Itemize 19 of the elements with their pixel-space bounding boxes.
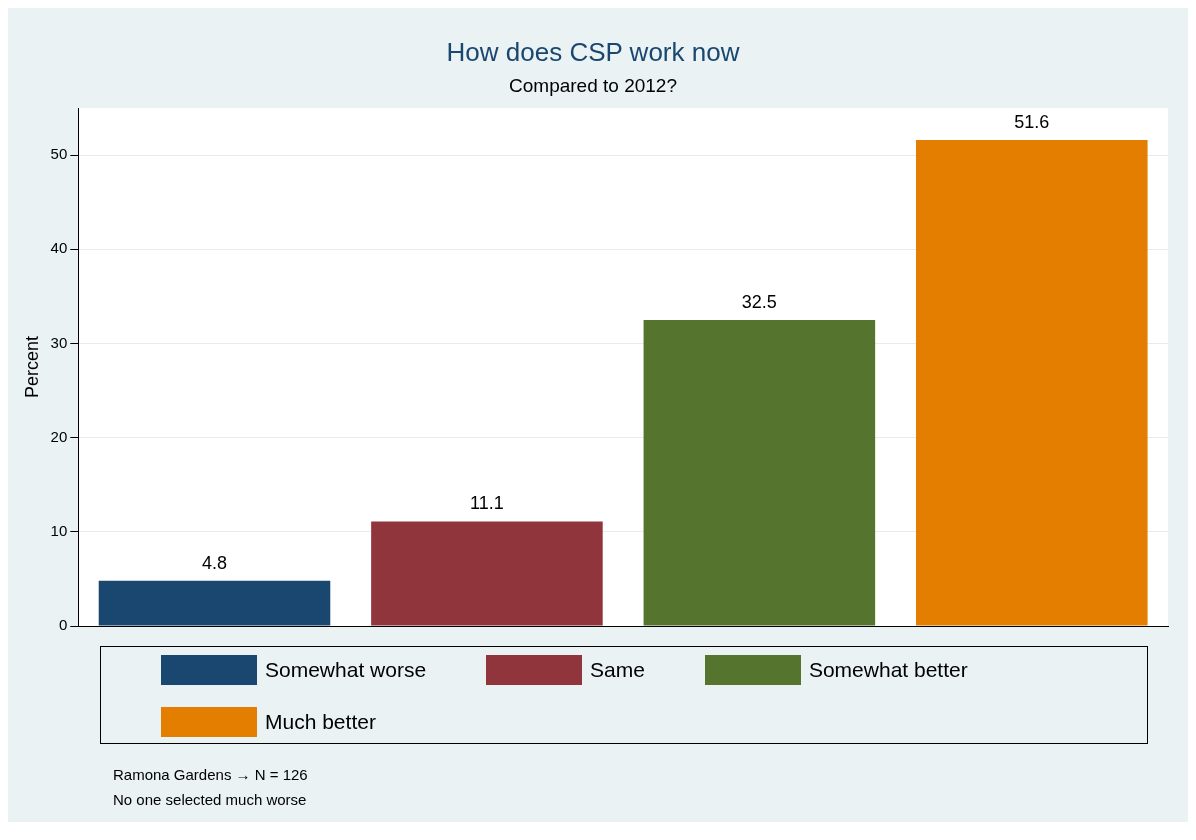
y-tick-label: 0 [58, 616, 68, 634]
legend-label: Much better [265, 709, 376, 735]
data-label: 4.8 [201, 552, 228, 573]
legend-label: Somewhat better [808, 657, 968, 683]
text: Ramona Gardens → N = 126 [113, 766, 309, 783]
legend-label: Somewhat worse [265, 657, 427, 683]
legend-label: Same [590, 657, 645, 683]
y-axis-title: Percent [21, 335, 42, 399]
text: No one selected much worse [113, 791, 308, 808]
y-tick-label: 10 [50, 521, 68, 539]
data-label: 11.1 [470, 493, 504, 514]
chart-subtitle: Compared to 2012? [509, 74, 677, 96]
chart-title: How does CSP work now [446, 36, 740, 67]
y-tick-label: 20 [50, 427, 68, 445]
y-tick-label: 30 [50, 333, 68, 351]
data-label: 32.5 [741, 291, 777, 312]
y-tick-label: 50 [50, 145, 68, 163]
data-label: 51.6 [1014, 111, 1050, 132]
y-tick-label: 40 [50, 239, 68, 257]
